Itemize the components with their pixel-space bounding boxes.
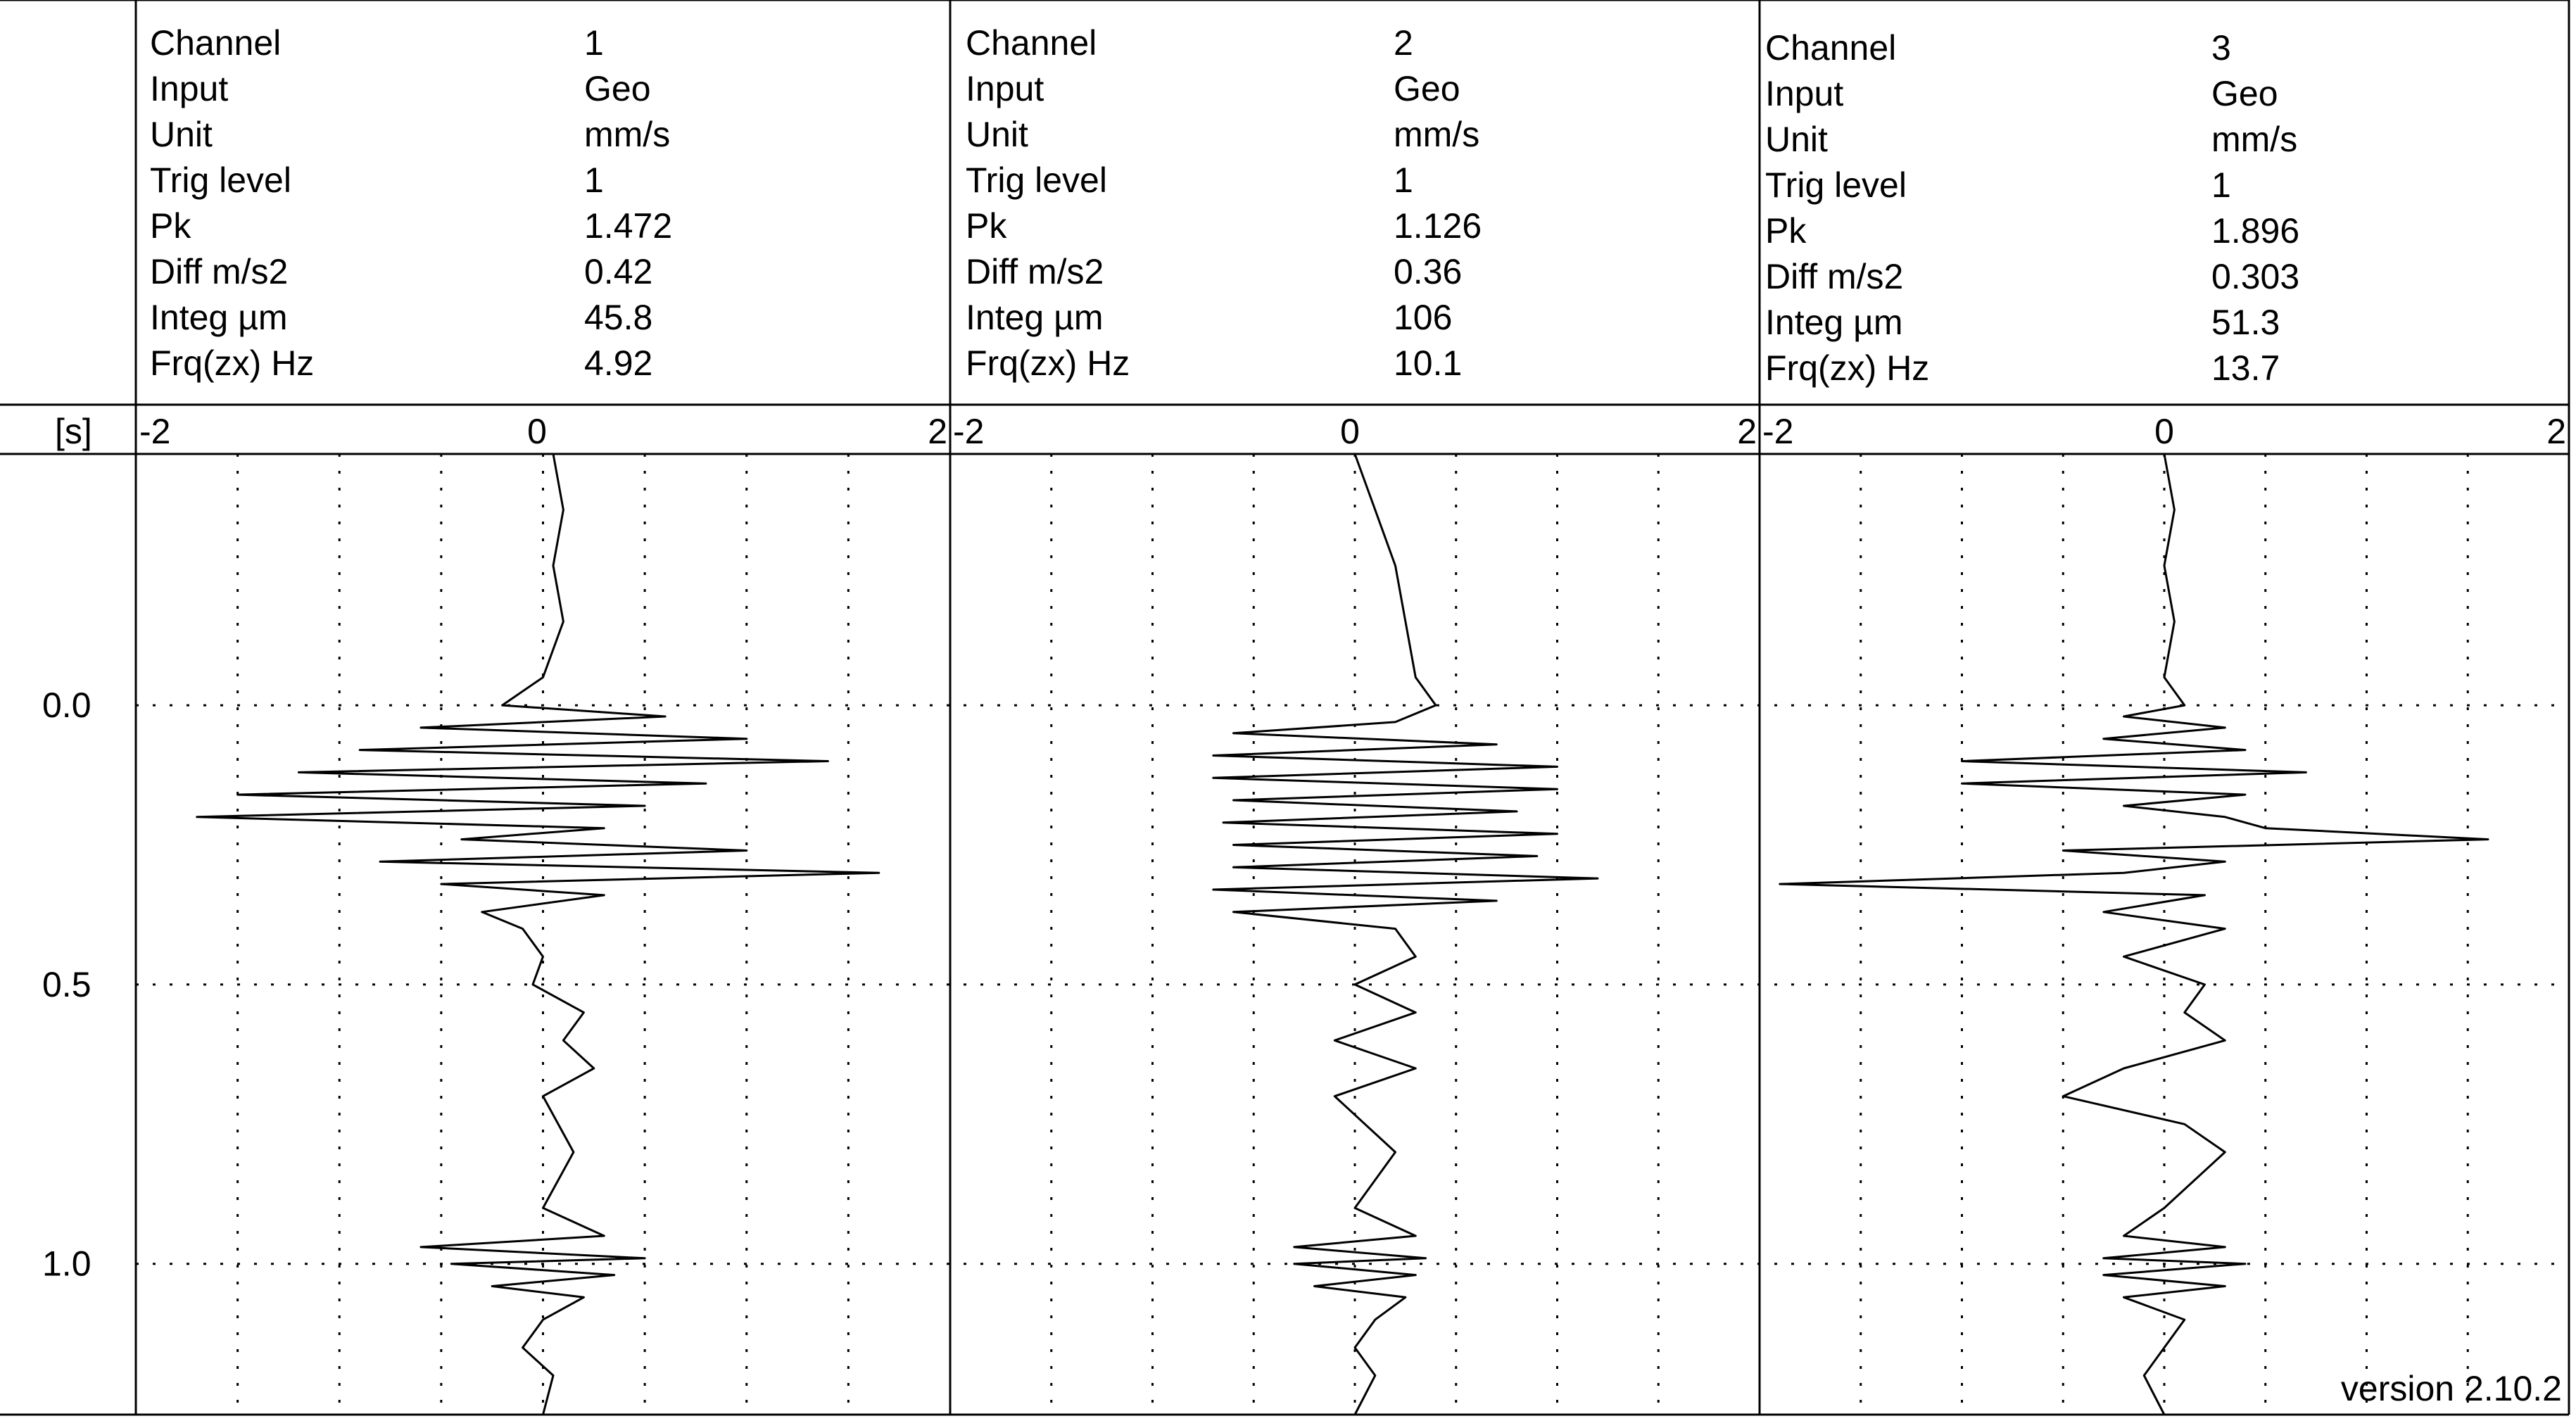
row-label-channel: Channel	[1765, 28, 1896, 68]
row-label-pk: Pk	[1765, 211, 1807, 251]
y-tick-labels: 0.0 0.5 1.0	[42, 685, 91, 1284]
diff-value: 0.303	[2211, 257, 2299, 296]
row-label-diff: Diff m/s2	[966, 252, 1104, 291]
channel-info-1: Channel Input Unit Trig level Pk Diff m/…	[150, 23, 672, 383]
version-label: version 2.10.2	[2341, 1369, 2562, 1408]
integ-value: 106	[1394, 298, 1452, 337]
channel-value: 2	[1394, 23, 1413, 63]
channel-value: 3	[2211, 28, 2231, 68]
x-tick-label: 2	[2546, 412, 2566, 451]
pk-value: 1.126	[1394, 206, 1482, 246]
unit-value: mm/s	[1394, 115, 1479, 154]
diff-value: 0.42	[584, 252, 652, 291]
input-value: Geo	[2211, 74, 2278, 113]
row-label-pk: Pk	[150, 206, 191, 246]
row-label-diff: Diff m/s2	[150, 252, 288, 291]
frq-value: 4.92	[584, 343, 652, 383]
row-label-trig-level: Trig level	[1765, 165, 1907, 205]
trig-level-value: 1	[1394, 160, 1413, 200]
channel-info-2: Channel Input Unit Trig level Pk Diff m/…	[966, 23, 1482, 383]
input-value: Geo	[584, 69, 651, 108]
row-label-trig-level: Trig level	[966, 160, 1107, 200]
x-tick-label: 2	[1737, 412, 1757, 451]
frq-value: 10.1	[1394, 343, 1462, 383]
y-tick-label: 0.5	[42, 965, 91, 1004]
row-label-channel: Channel	[966, 23, 1097, 63]
channel-info-3: Channel Input Unit Trig level Pk Diff m/…	[1765, 28, 2299, 388]
row-label-input: Input	[966, 69, 1044, 108]
row-label-channel: Channel	[150, 23, 281, 63]
channel-1-waveform	[196, 453, 880, 1415]
integ-value: 51.3	[2211, 303, 2280, 342]
y-tick-label: 0.0	[42, 685, 91, 725]
row-label-input: Input	[1765, 74, 1843, 113]
x-tick-label: 0	[2154, 412, 2174, 451]
row-label-unit: Unit	[150, 115, 213, 154]
x-tick-label: -2	[139, 412, 170, 451]
row-label-frq: Frq(zx) Hz	[1765, 348, 1929, 388]
pk-value: 1.896	[2211, 211, 2299, 251]
x-tick-label: -2	[953, 412, 984, 451]
trig-level-value: 1	[584, 160, 604, 200]
channel-2-waveform	[1212, 453, 1599, 1415]
row-label-trig-level: Trig level	[150, 160, 291, 200]
unit-value: mm/s	[2211, 120, 2297, 159]
row-label-diff: Diff m/s2	[1765, 257, 1903, 296]
plot-grid	[136, 454, 2569, 1415]
diff-value: 0.36	[1394, 252, 1462, 291]
input-value: Geo	[1394, 69, 1460, 108]
x-tick-label: -2	[1762, 412, 1793, 451]
pk-value: 1.472	[584, 206, 672, 246]
row-label-frq: Frq(zx) Hz	[150, 343, 314, 383]
row-label-integ: Integ µm	[966, 298, 1104, 337]
frq-value: 13.7	[2211, 348, 2280, 388]
y-tick-label: 1.0	[42, 1244, 91, 1284]
row-label-input: Input	[150, 69, 228, 108]
x-tick-label: 0	[527, 412, 547, 451]
channel-value: 1	[584, 23, 604, 63]
time-unit-label: [s]	[55, 412, 92, 451]
row-label-integ: Integ µm	[150, 298, 288, 337]
integ-value: 45.8	[584, 298, 652, 337]
row-label-pk: Pk	[966, 206, 1007, 246]
row-label-integ: Integ µm	[1765, 303, 1903, 342]
waveform-traces	[196, 453, 2489, 1415]
row-label-frq: Frq(zx) Hz	[966, 343, 1130, 383]
row-label-unit: Unit	[966, 115, 1028, 154]
unit-value: mm/s	[584, 115, 670, 154]
channel-3-waveform	[1779, 453, 2489, 1415]
x-tick-label: 0	[1340, 412, 1360, 451]
x-tick-labels: -2 0 2 -2 0 2 -2 0 2	[139, 412, 2566, 451]
x-tick-label: 2	[928, 412, 947, 451]
trig-level-value: 1	[2211, 165, 2231, 205]
row-label-unit: Unit	[1765, 120, 1828, 159]
